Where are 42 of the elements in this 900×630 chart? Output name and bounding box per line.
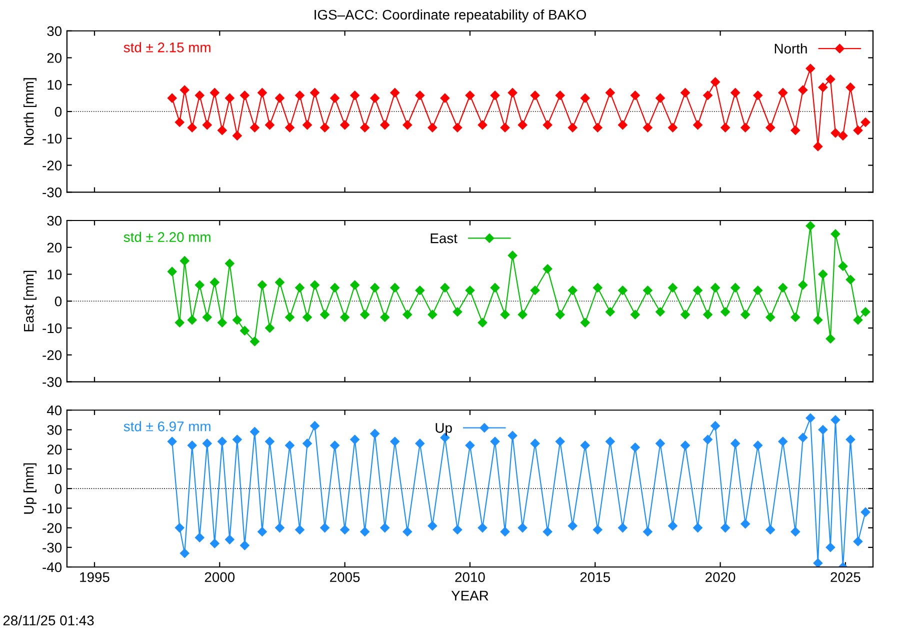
y-tick-label: 30: [47, 425, 62, 435]
y-tick-label: 20: [47, 53, 62, 63]
y-tick-label: -30: [42, 377, 62, 387]
chart-title: IGS–ACC: Coordinate repeatability of BAKO: [314, 9, 586, 22]
text: 28/11/25 01:43: [3, 615, 94, 626]
y-tick-label: 30: [47, 216, 62, 226]
y-tick-label: 20: [47, 444, 62, 455]
y-tick-label: -20: [42, 350, 62, 360]
x-tick-label: 2015: [580, 572, 610, 582]
annotation: std ± 2.20 mm: [124, 232, 210, 242]
x-tick-label: 2000: [204, 572, 235, 582]
x-tick-label: 2020: [706, 572, 736, 582]
legend-label: North: [774, 43, 807, 54]
y-tick-label: 30: [47, 26, 62, 36]
y-tick-label: 40: [46, 405, 62, 416]
y-tick-label: 10: [48, 464, 62, 474]
y-tick-label: -20: [42, 523, 62, 533]
y-tick-label: 0: [54, 296, 62, 306]
y-tick-label: -20: [42, 160, 62, 170]
y-tick-label: -40: [42, 562, 62, 572]
y-tick-label: 20: [47, 242, 62, 253]
y-tick-label: -30: [42, 187, 62, 198]
y-axis-title: North [mm]: [24, 78, 36, 145]
x-tick-label: 1995: [80, 572, 110, 582]
y-tick-label: -30: [42, 542, 62, 553]
y-tick-label: 10: [48, 270, 62, 280]
x-tick-label: 2010: [455, 572, 485, 582]
x-tick-label: 2005: [330, 572, 360, 582]
annotation: std ± 6.97 mm: [124, 421, 210, 432]
y-tick-label: 0: [54, 484, 62, 494]
y-axis-title: Up [mm]: [24, 463, 36, 514]
legend-label: Up: [436, 423, 452, 436]
annotation: std ± 2.15 mm: [124, 42, 210, 52]
y-tick-label: 10: [48, 80, 62, 90]
y-tick-label: 0: [54, 106, 62, 117]
y-tick-label: -10: [42, 134, 62, 144]
y-tick-label: -10: [42, 504, 62, 514]
y-axis-title: East [mm]: [24, 270, 36, 332]
x-axis-title: YEAR: [451, 590, 488, 600]
x-tick-label: 2025: [830, 572, 860, 582]
y-tick-label: -10: [42, 323, 62, 334]
legend-label: East: [430, 234, 458, 244]
